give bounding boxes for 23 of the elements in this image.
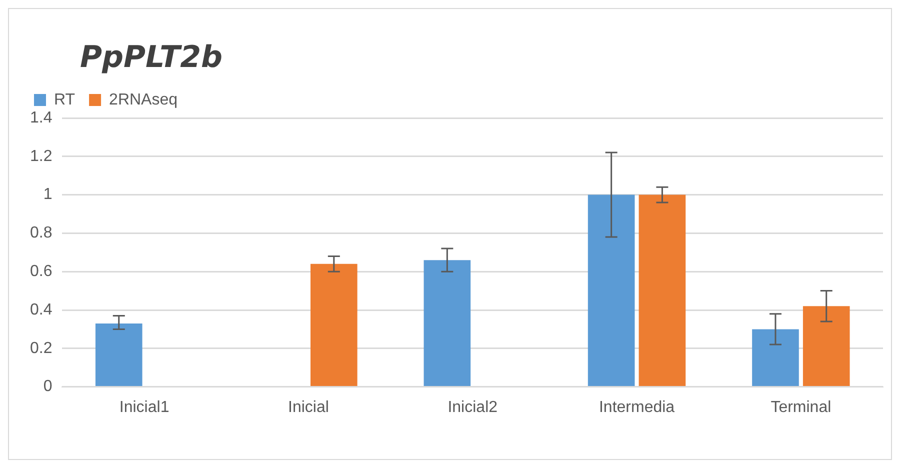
y-tick-label: 0.2 <box>30 340 52 357</box>
y-tick-label: 0.8 <box>30 224 52 242</box>
y-tick-label: 0 <box>43 378 52 396</box>
chart-title: PpPLT2b <box>80 40 222 75</box>
y-tick-label: 1.4 <box>30 109 52 126</box>
bar <box>802 306 850 386</box>
legend-label: RT <box>54 91 76 108</box>
bar <box>424 260 471 386</box>
y-tick-label: 0.6 <box>30 263 52 280</box>
x-tick-label: Inicial2 <box>448 398 498 416</box>
bar <box>588 194 635 386</box>
x-tick-label: Intermedia <box>598 398 675 416</box>
bar <box>752 329 799 386</box>
y-tick-label: 1.2 <box>30 148 52 165</box>
bar <box>310 264 358 386</box>
bar <box>95 323 142 386</box>
bar <box>638 194 686 386</box>
y-tick-label: 0.4 <box>30 301 52 318</box>
x-tick-label: Terminal <box>770 398 832 416</box>
legend-label: 2RNAseq <box>109 91 178 108</box>
y-tick-label: 1 <box>43 186 52 204</box>
x-tick-label: Inicial1 <box>119 398 170 416</box>
x-tick-label: Inicial <box>288 398 329 416</box>
